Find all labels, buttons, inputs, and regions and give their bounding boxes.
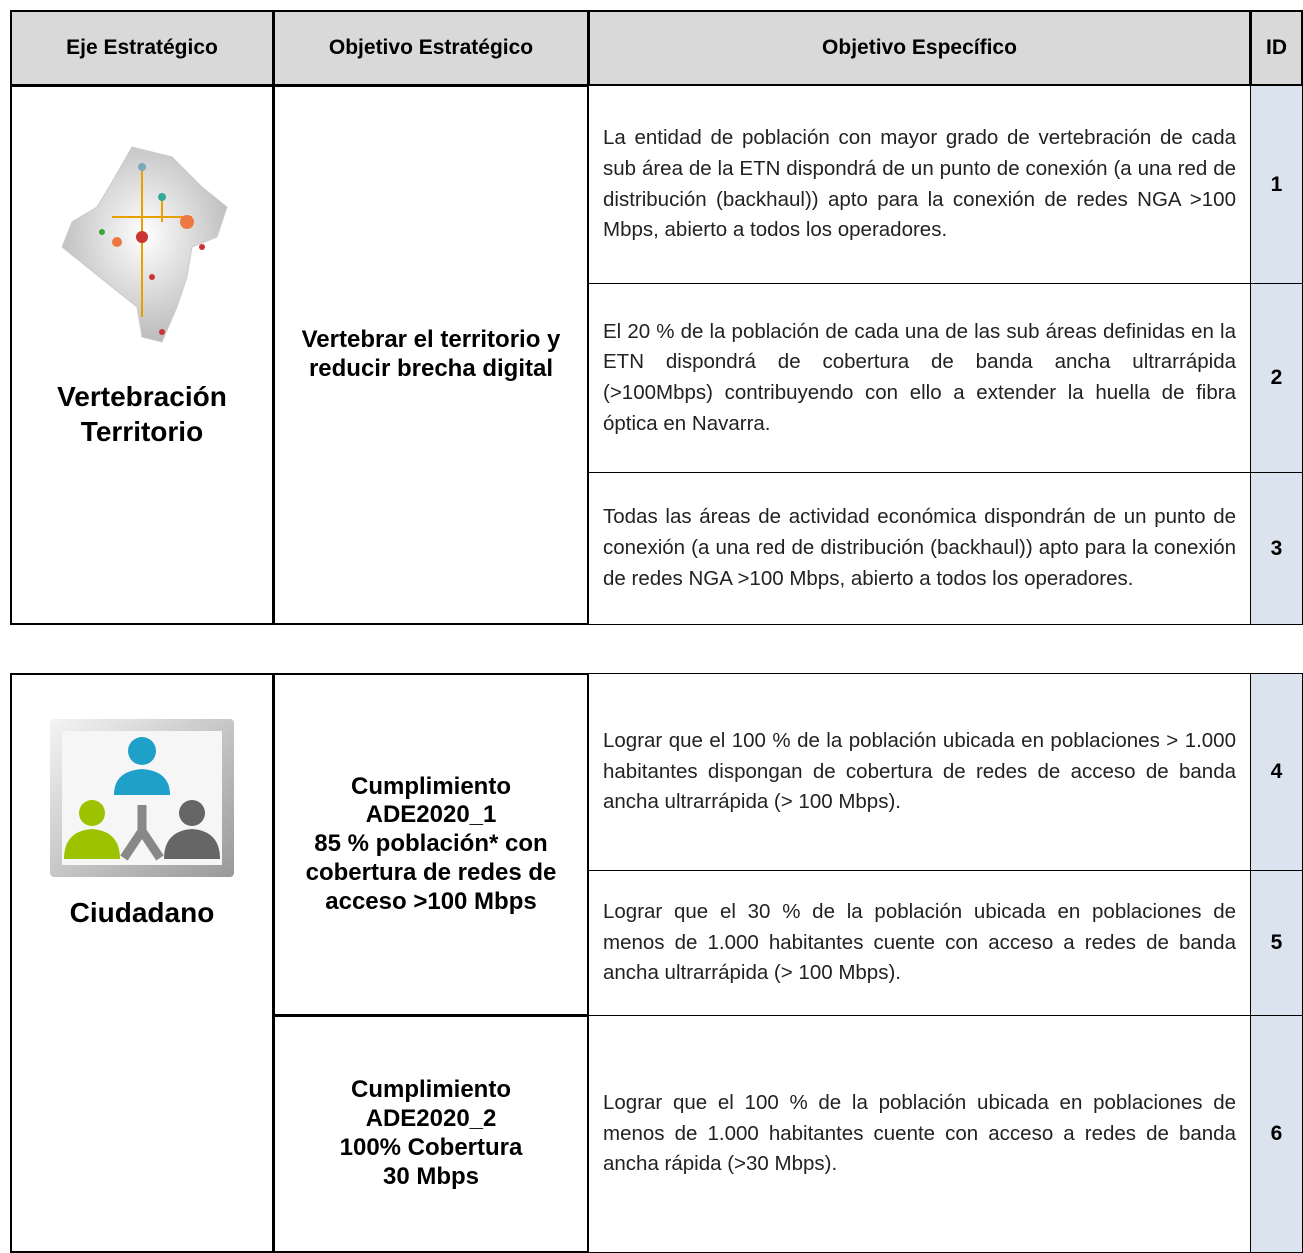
objetivo-text: Lograr que el 30 % de la población ubica…: [603, 899, 1236, 985]
people-icon: [50, 719, 234, 877]
objetivo-text: El 20 % de la población de cada una de l…: [603, 319, 1236, 435]
id-text: 3: [1270, 536, 1283, 560]
id-text: 2: [1270, 366, 1283, 389]
eje-label: Vertebración Territorio: [57, 381, 227, 447]
objetivo-especifico: Lograr que el 30 % de la población ubica…: [588, 870, 1251, 1016]
header-text: ID: [1266, 36, 1287, 59]
objetivo-text: Todas las áreas de actividad económica d…: [603, 505, 1236, 590]
eje-cell: Vertebración Territorio: [10, 85, 274, 625]
id-text: 4: [1270, 760, 1283, 783]
header-cell: Objetivo Estratégico: [273, 10, 589, 86]
objetivo-especifico: Lograr que el 100 % de la población ubic…: [588, 1015, 1251, 1253]
objetivo-estrategico: Cumplimiento ADE2020_1 85 % población* c…: [273, 673, 589, 1016]
id-cell: 3: [1250, 472, 1303, 625]
eje-cell: Ciudadano: [10, 673, 274, 1253]
id-text: 6: [1270, 1122, 1283, 1145]
header-text: Eje Estratégico: [66, 36, 218, 59]
objetivo-estrategico: Cumplimiento ADE2020_2 100% Cobertura 30…: [273, 1015, 589, 1253]
objetivo-text: Lograr que el 100 % de la población ubic…: [603, 1090, 1236, 1176]
objetivo-especifico: Lograr que el 100 % de la población ubic…: [588, 673, 1251, 871]
id-cell: 1: [1250, 85, 1303, 284]
id-cell: 2: [1250, 283, 1303, 473]
header-text: Objetivo Específico: [822, 36, 1017, 59]
header-text: Objetivo Estratégico: [328, 36, 534, 59]
header-cell: ID: [1250, 10, 1303, 86]
header-cell: Eje Estratégico: [10, 10, 274, 86]
objetivo-estrategico: Vertebrar el territorio y reducir brecha…: [273, 85, 589, 625]
id-text: 1: [1270, 172, 1283, 196]
objetivo-especifico: El 20 % de la población de cada una de l…: [588, 283, 1251, 473]
objetivo-text: Lograr que el 100 % de la población ubic…: [603, 728, 1236, 814]
id-cell: 6: [1250, 1015, 1303, 1253]
map-icon: [61, 146, 228, 343]
objetivo-text: La entidad de población con mayor grado …: [603, 126, 1236, 242]
id-cell: 4: [1250, 673, 1303, 871]
id-cell: 5: [1250, 870, 1303, 1016]
eje-label: Ciudadano: [69, 897, 215, 928]
id-text: 5: [1270, 931, 1283, 954]
objetivo-especifico: Todas las áreas de actividad económica d…: [588, 472, 1251, 625]
objetivo-especifico: La entidad de población con mayor grado …: [588, 85, 1251, 284]
header-cell: Objetivo Específico: [588, 10, 1251, 86]
